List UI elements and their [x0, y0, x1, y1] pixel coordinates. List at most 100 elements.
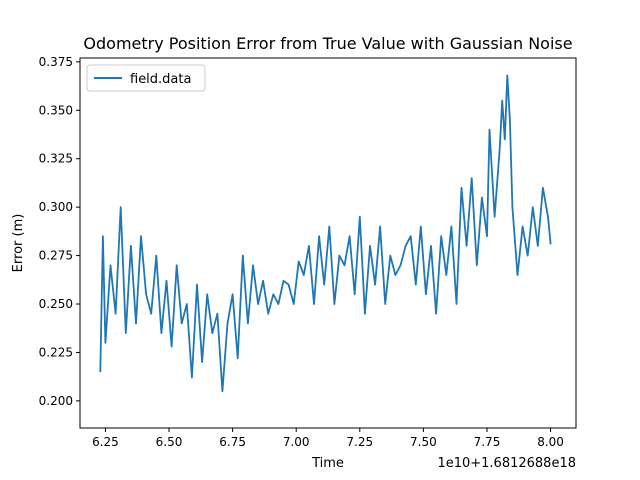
data-point [237, 357, 239, 359]
data-point [120, 206, 122, 208]
y-tick-label: 0.325 [39, 152, 73, 166]
data-point [257, 303, 259, 305]
data-point [405, 245, 407, 247]
data-point [318, 235, 320, 237]
data-point [476, 264, 478, 266]
data-point [481, 196, 483, 199]
data-point [201, 361, 203, 363]
data-point [509, 119, 511, 121]
plot-area [79, 57, 577, 429]
data-point [150, 313, 152, 315]
series-layer [99, 74, 552, 393]
data-point [176, 264, 178, 266]
data-point [125, 332, 127, 334]
x-tick-label: 6.25 [92, 435, 119, 449]
data-point [430, 245, 432, 247]
data-point [293, 303, 295, 305]
legend-label-field-data: field.data [130, 72, 191, 87]
data-point [394, 274, 396, 276]
x-tick-label: 7.75 [474, 435, 501, 449]
x-axis-ticks: 6.25 6.50 6.75 7.00 7.25 7.50 7.75 8.00 [92, 428, 564, 449]
data-point [532, 206, 534, 208]
data-point [171, 346, 173, 348]
x-axis-label: Time [311, 456, 344, 471]
data-point [338, 255, 340, 257]
x-tick-label: 8.00 [537, 435, 564, 449]
data-point [115, 313, 117, 315]
data-point [140, 235, 142, 237]
data-point [277, 303, 279, 305]
data-point [282, 280, 285, 282]
data-point [494, 216, 496, 218]
data-point [181, 322, 183, 324]
data-point [384, 303, 386, 305]
data-point [440, 235, 442, 237]
data-point [435, 313, 437, 315]
y-tick-label: 0.250 [39, 297, 73, 311]
y-axis-label: Error (m) [11, 214, 26, 273]
data-point [488, 129, 491, 131]
data-point [333, 303, 335, 305]
data-point [369, 245, 371, 247]
data-point [104, 342, 106, 344]
data-point [349, 235, 351, 237]
data-point [425, 293, 427, 295]
data-point [450, 225, 452, 228]
data-point [242, 255, 244, 257]
data-point [501, 100, 503, 102]
data-point [196, 284, 198, 286]
data-point [486, 235, 488, 237]
data-point [506, 74, 508, 76]
chart-title: Odometry Position Error from True Value … [83, 34, 572, 53]
data-point [499, 148, 501, 150]
data-point [216, 313, 218, 315]
data-point [99, 371, 101, 373]
data-point [262, 280, 264, 282]
data-point [359, 216, 361, 218]
data-point [504, 138, 506, 140]
data-point [455, 303, 458, 305]
data-point [109, 264, 112, 266]
data-point [527, 255, 529, 257]
data-point [328, 225, 330, 228]
data-point [466, 245, 468, 247]
x-axis-offset-label: 1e10+1.6812688e18 [437, 456, 576, 471]
data-point [389, 255, 391, 257]
data-point [354, 293, 356, 295]
y-tick-label: 0.300 [39, 200, 73, 214]
data-point [323, 284, 325, 286]
data-point [272, 293, 274, 295]
data-point [135, 322, 137, 324]
data-point [343, 264, 346, 266]
x-tick-label: 7.00 [283, 435, 310, 449]
x-tick-label: 6.50 [156, 435, 183, 449]
data-point [415, 284, 417, 286]
data-point [232, 293, 234, 295]
data-point [130, 245, 132, 247]
legend-box [86, 64, 206, 92]
data-point [516, 274, 519, 276]
y-tick-label: 0.350 [39, 103, 73, 117]
data-point [145, 293, 147, 295]
data-point [206, 293, 208, 295]
data-point [542, 187, 544, 189]
data-point [537, 245, 539, 247]
data-point [374, 284, 376, 286]
data-point [511, 206, 513, 208]
data-point [267, 313, 269, 315]
data-point [308, 245, 310, 247]
axes-frame [79, 57, 577, 429]
x-tick-label: 6.75 [219, 435, 246, 449]
data-point [298, 260, 300, 262]
data-point [410, 235, 412, 237]
data-point [522, 225, 524, 228]
y-tick-label: 0.225 [39, 345, 73, 359]
data-point [226, 322, 229, 324]
data-point [211, 332, 213, 334]
data-point [165, 280, 168, 282]
y-tick-label: 0.275 [39, 249, 73, 263]
data-point [303, 274, 305, 276]
data-point [160, 332, 162, 334]
data-point [460, 187, 463, 189]
